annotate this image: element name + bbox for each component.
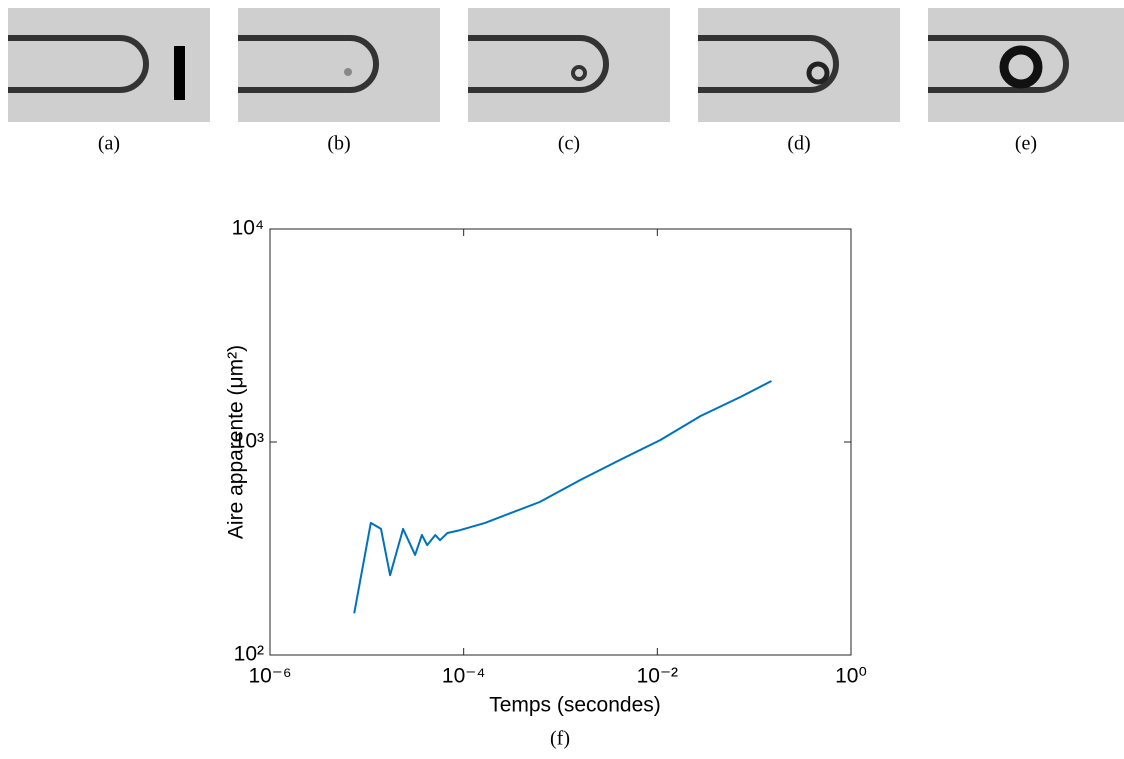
x-tick-label: 10⁻⁶ xyxy=(248,665,291,688)
panel-label: (c) xyxy=(558,133,580,155)
tube xyxy=(8,35,149,93)
tube xyxy=(238,35,379,93)
bubble xyxy=(999,45,1043,89)
panel-label: (d) xyxy=(787,133,810,155)
data-line xyxy=(353,380,772,614)
plot-frame xyxy=(269,228,852,656)
tube xyxy=(928,35,1069,93)
y-tick-label: 10⁴ xyxy=(232,217,264,240)
panel-image xyxy=(928,8,1124,122)
image-panels xyxy=(8,8,1124,122)
panel-image xyxy=(238,8,440,122)
y-axis-title: Aire apparente (μm²) xyxy=(225,345,248,539)
panel-label: (b) xyxy=(327,133,350,155)
panel-label: (f) xyxy=(550,728,570,750)
x-axis-title: Temps (secondes) xyxy=(489,694,661,717)
x-tick-label: 10⁰ xyxy=(835,665,867,688)
panel-label: (e) xyxy=(1015,133,1037,155)
x-tick-label: 10⁻⁴ xyxy=(442,665,485,688)
bubble xyxy=(344,68,352,76)
tube xyxy=(468,35,609,93)
bubble xyxy=(571,65,587,81)
bubble xyxy=(806,61,830,85)
x-tick-label: 10⁻² xyxy=(637,665,678,688)
scale-bar xyxy=(174,46,185,100)
panel-image xyxy=(468,8,670,122)
y-tick-label: 10³ xyxy=(234,430,264,453)
tube xyxy=(698,35,839,93)
panel-label: (a) xyxy=(98,133,120,155)
y-tick-label: 10² xyxy=(234,643,264,666)
panel-image xyxy=(698,8,900,122)
